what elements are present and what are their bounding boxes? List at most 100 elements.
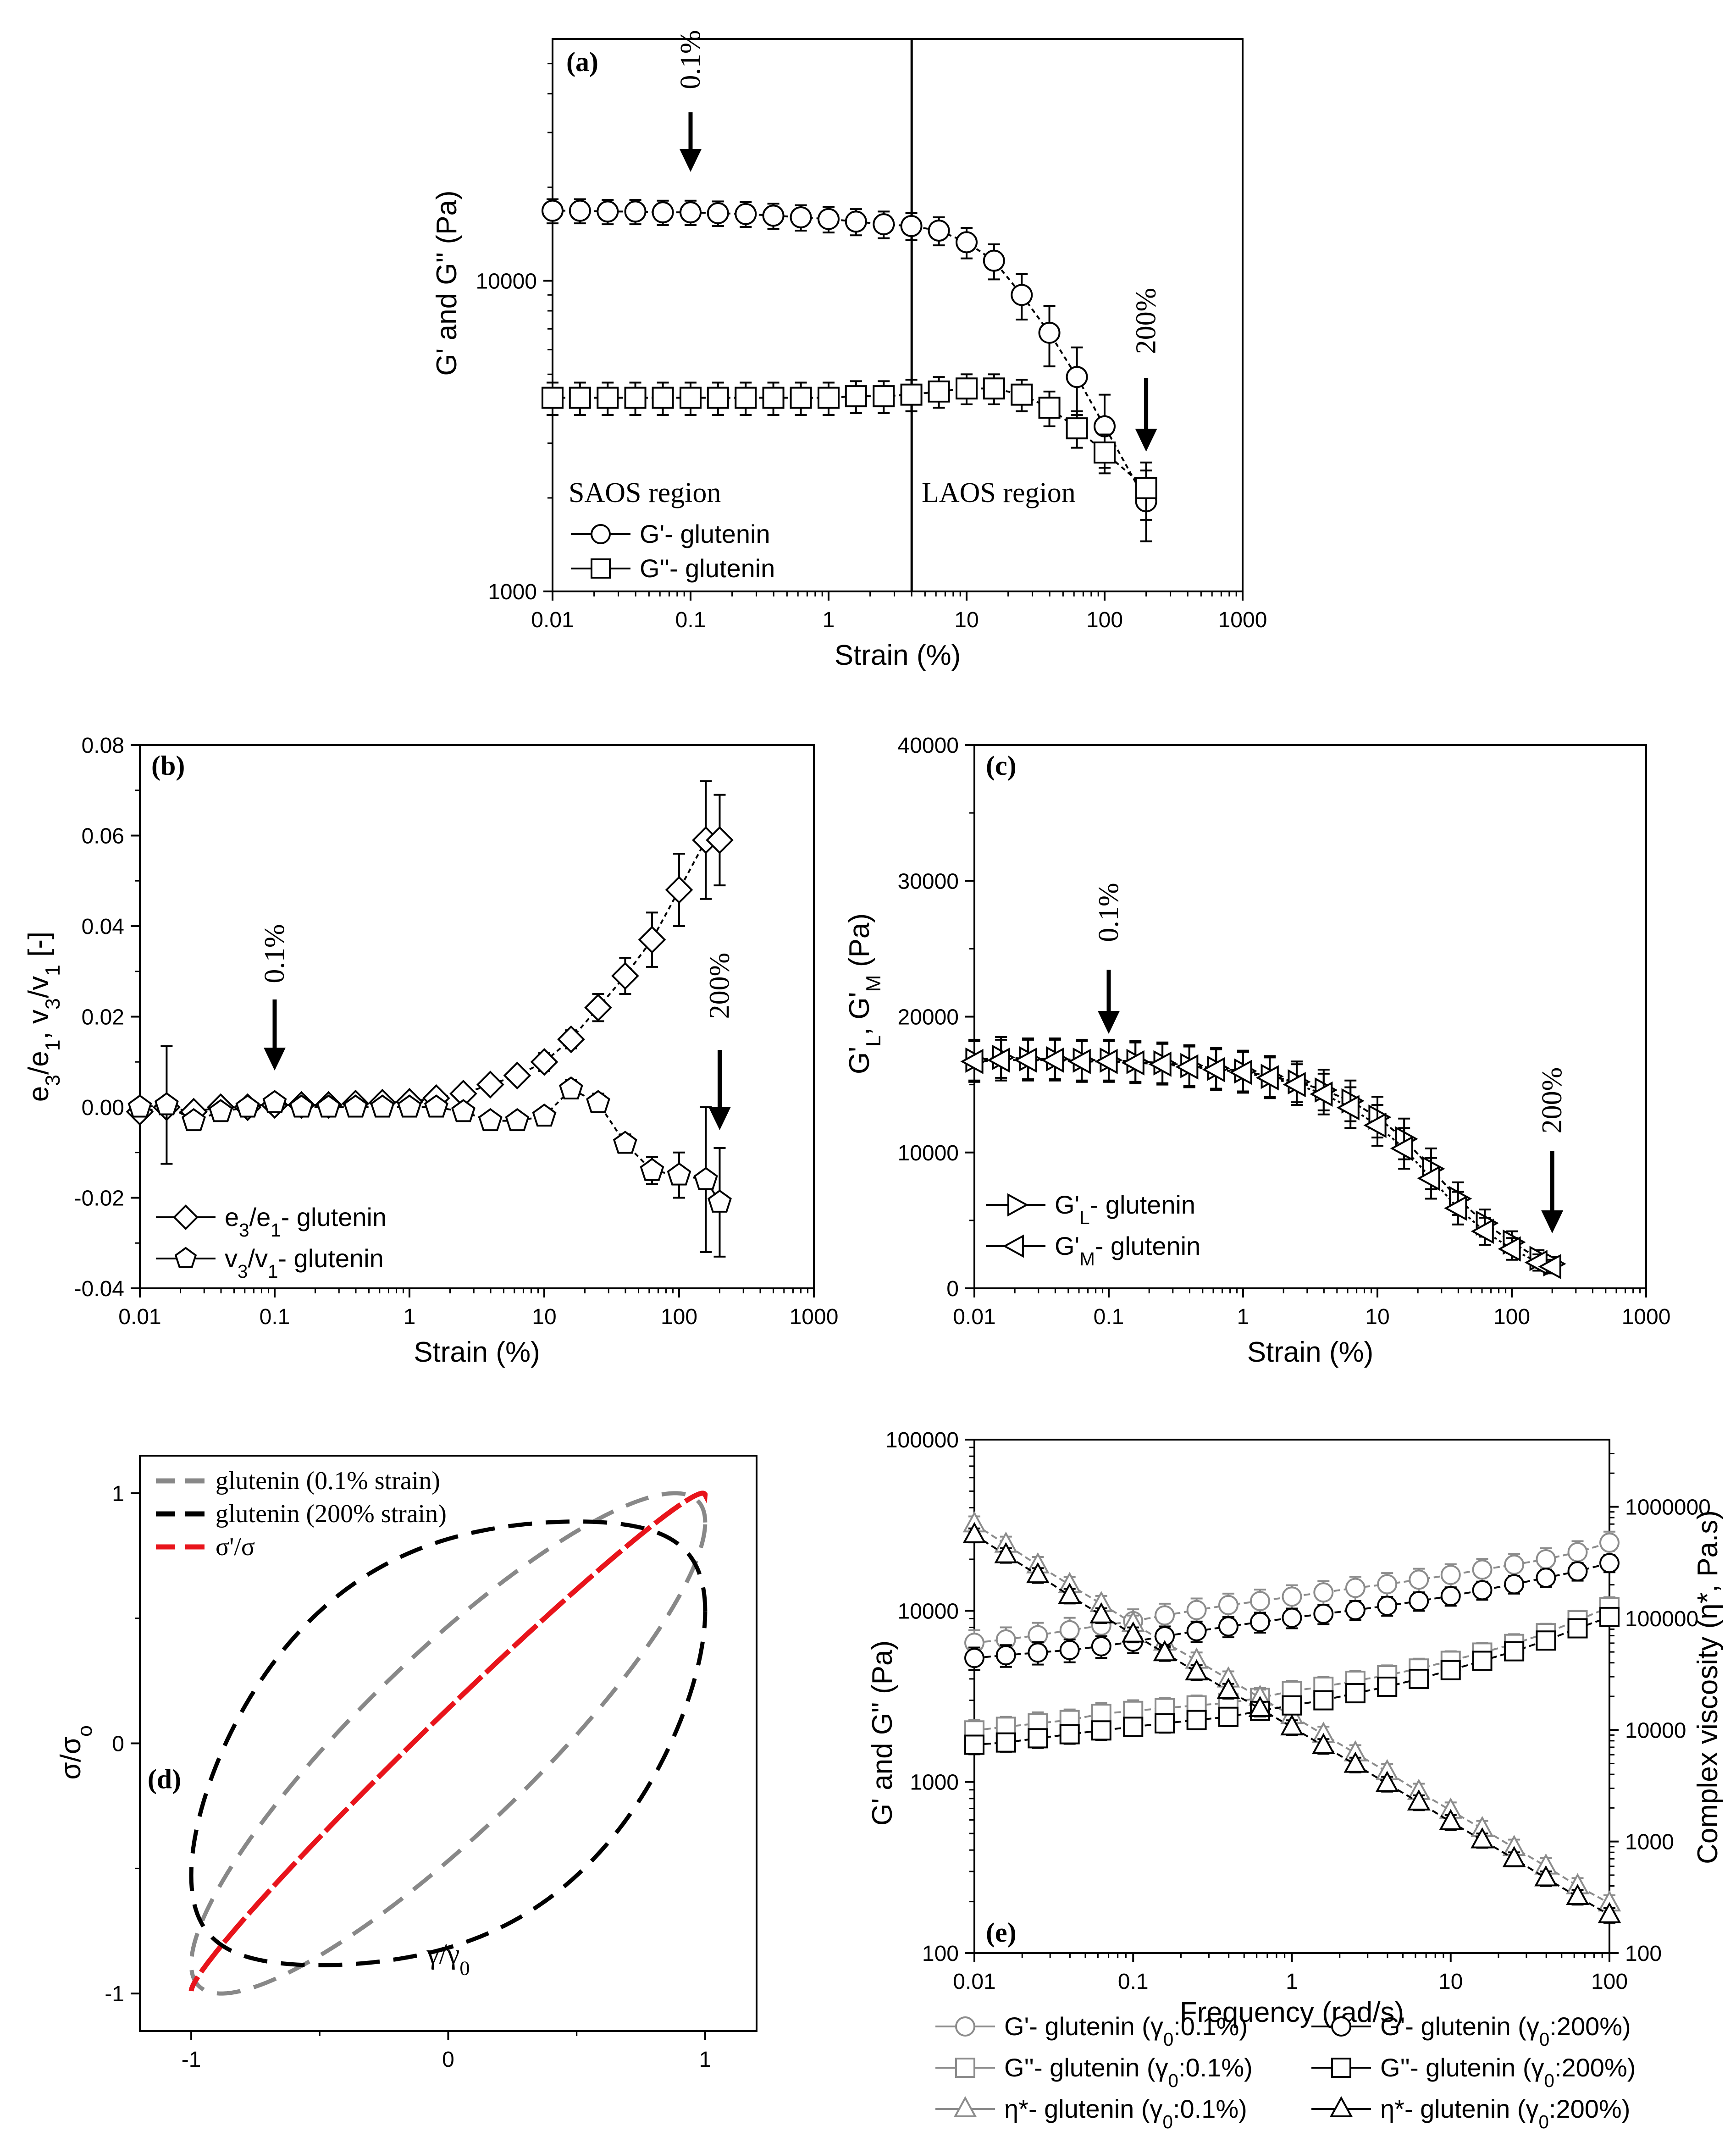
panel-label: (e) — [986, 1917, 1017, 1948]
arrow-head — [1098, 1011, 1120, 1034]
y-tick-label: 20000 — [898, 1005, 959, 1030]
series-line — [974, 1562, 1610, 1659]
legend-marker — [1329, 2096, 1353, 2117]
data-point — [1148, 1051, 1172, 1077]
x-tick-label: 100 — [1591, 1970, 1628, 1994]
y-axis-label: G' and G'' (Pa) — [431, 190, 463, 375]
data-point — [1066, 417, 1088, 440]
legend-label: glutenin (0.1% strain) — [216, 1467, 440, 1495]
y-tick-label: 0 — [946, 1277, 959, 1301]
panel-label: (d) — [148, 1764, 181, 1794]
data-point — [1343, 1751, 1367, 1773]
data-point — [1155, 1605, 1175, 1626]
data-point — [1255, 1065, 1279, 1091]
legend-marker — [174, 1247, 197, 1268]
data-point — [505, 1108, 530, 1132]
data-point — [1472, 1580, 1493, 1601]
legend-marker — [591, 558, 611, 579]
y-tick-label: 10000 — [476, 269, 537, 293]
y-tick-label: 0.02 — [82, 1005, 124, 1030]
data-point — [1534, 1865, 1558, 1887]
data-point — [1153, 1640, 1177, 1662]
data-point — [584, 994, 612, 1022]
data-point — [1282, 1695, 1302, 1716]
x-tick-label: 10 — [1438, 1970, 1463, 1994]
data-point — [370, 1094, 395, 1118]
data-point — [1472, 1559, 1493, 1580]
data-point — [1377, 1574, 1398, 1595]
annotation-label: 200% — [1131, 288, 1162, 354]
data-point — [478, 1108, 503, 1132]
data-point — [343, 1094, 368, 1118]
y-tick-label: 1000 — [488, 580, 537, 604]
legend-label: η*- glutenin (γ0:200%) — [1380, 2094, 1630, 2131]
data-point — [1058, 1583, 1082, 1604]
x-tick-label: 0 — [442, 2048, 454, 2072]
data-point — [557, 1025, 585, 1054]
x-axis-label: Strain (%) — [414, 1336, 540, 1368]
y-tick-label: 0.06 — [82, 824, 124, 849]
panel-label: (b) — [151, 751, 185, 781]
y-tick-label: 100 — [922, 1942, 959, 1966]
data-point — [127, 1094, 152, 1118]
data-point — [1091, 1720, 1111, 1741]
y-tick-label: 1000000 — [1625, 1496, 1711, 1520]
data-point — [790, 206, 812, 229]
x-tick-label: 10 — [954, 608, 979, 632]
data-point — [1028, 1642, 1048, 1663]
legend-marker — [1007, 1193, 1029, 1217]
series-line — [553, 210, 1147, 502]
data-point — [1067, 1049, 1091, 1074]
annotation-label: 0.1% — [675, 30, 706, 89]
legend-label: v3/v1- glutenin — [225, 1244, 384, 1282]
x-tick-label: 10 — [532, 1305, 556, 1329]
series — [962, 1522, 1621, 1924]
x-tick-label: 0.1 — [1094, 1305, 1124, 1329]
legend-label: G'L- glutenin — [1055, 1190, 1195, 1228]
x-axis-label: γ/γ0 — [426, 1939, 470, 1980]
data-point — [1121, 1050, 1144, 1076]
data-point — [1504, 1641, 1525, 1662]
arrow-head — [708, 1107, 731, 1130]
data-point — [707, 386, 729, 409]
x-tick-label: 1 — [1237, 1305, 1249, 1329]
data-point — [1250, 1612, 1271, 1632]
x-tick-label: -1 — [182, 2048, 201, 2072]
data-point — [652, 201, 674, 224]
y-axis-label: G'L, G'M (Pa) — [844, 913, 885, 1074]
y-axis-label-right: Complex viscosity (η*, Pa.s) — [1692, 1510, 1724, 1864]
data-point — [1440, 1565, 1461, 1585]
panel-label: (a) — [566, 47, 598, 77]
y-tick-label: 0 — [112, 1732, 124, 1756]
data-point — [1567, 1561, 1588, 1582]
data-point — [1059, 1640, 1080, 1660]
data-point — [1599, 1607, 1620, 1627]
data-point — [1202, 1057, 1225, 1082]
data-point — [530, 1048, 558, 1076]
data-point — [1059, 1724, 1080, 1745]
data-point — [1471, 1827, 1494, 1849]
series — [542, 373, 1157, 521]
data-point — [1282, 1586, 1302, 1607]
data-point — [652, 386, 674, 409]
data-point — [1091, 1636, 1111, 1656]
data-point — [1409, 1569, 1429, 1590]
data-point — [706, 826, 734, 854]
x-tick-label: 0.1 — [260, 1305, 290, 1329]
x-axis-label: Strain (%) — [1247, 1336, 1374, 1368]
annotation-label: 0.1% — [259, 924, 290, 983]
data-point — [983, 249, 1005, 272]
legend-label: G'M- glutenin — [1055, 1231, 1200, 1270]
arrow-0.1-percent — [1098, 970, 1120, 1034]
y-tick-label: -0.04 — [74, 1277, 124, 1301]
data-point — [638, 926, 666, 954]
data-point — [1536, 1549, 1556, 1569]
data-point — [154, 1092, 179, 1115]
data-point — [1059, 1620, 1080, 1640]
data-point — [542, 386, 564, 409]
data-point — [956, 377, 978, 400]
data-point — [1038, 397, 1061, 419]
data-point — [1336, 1095, 1360, 1121]
data-point — [665, 876, 693, 904]
